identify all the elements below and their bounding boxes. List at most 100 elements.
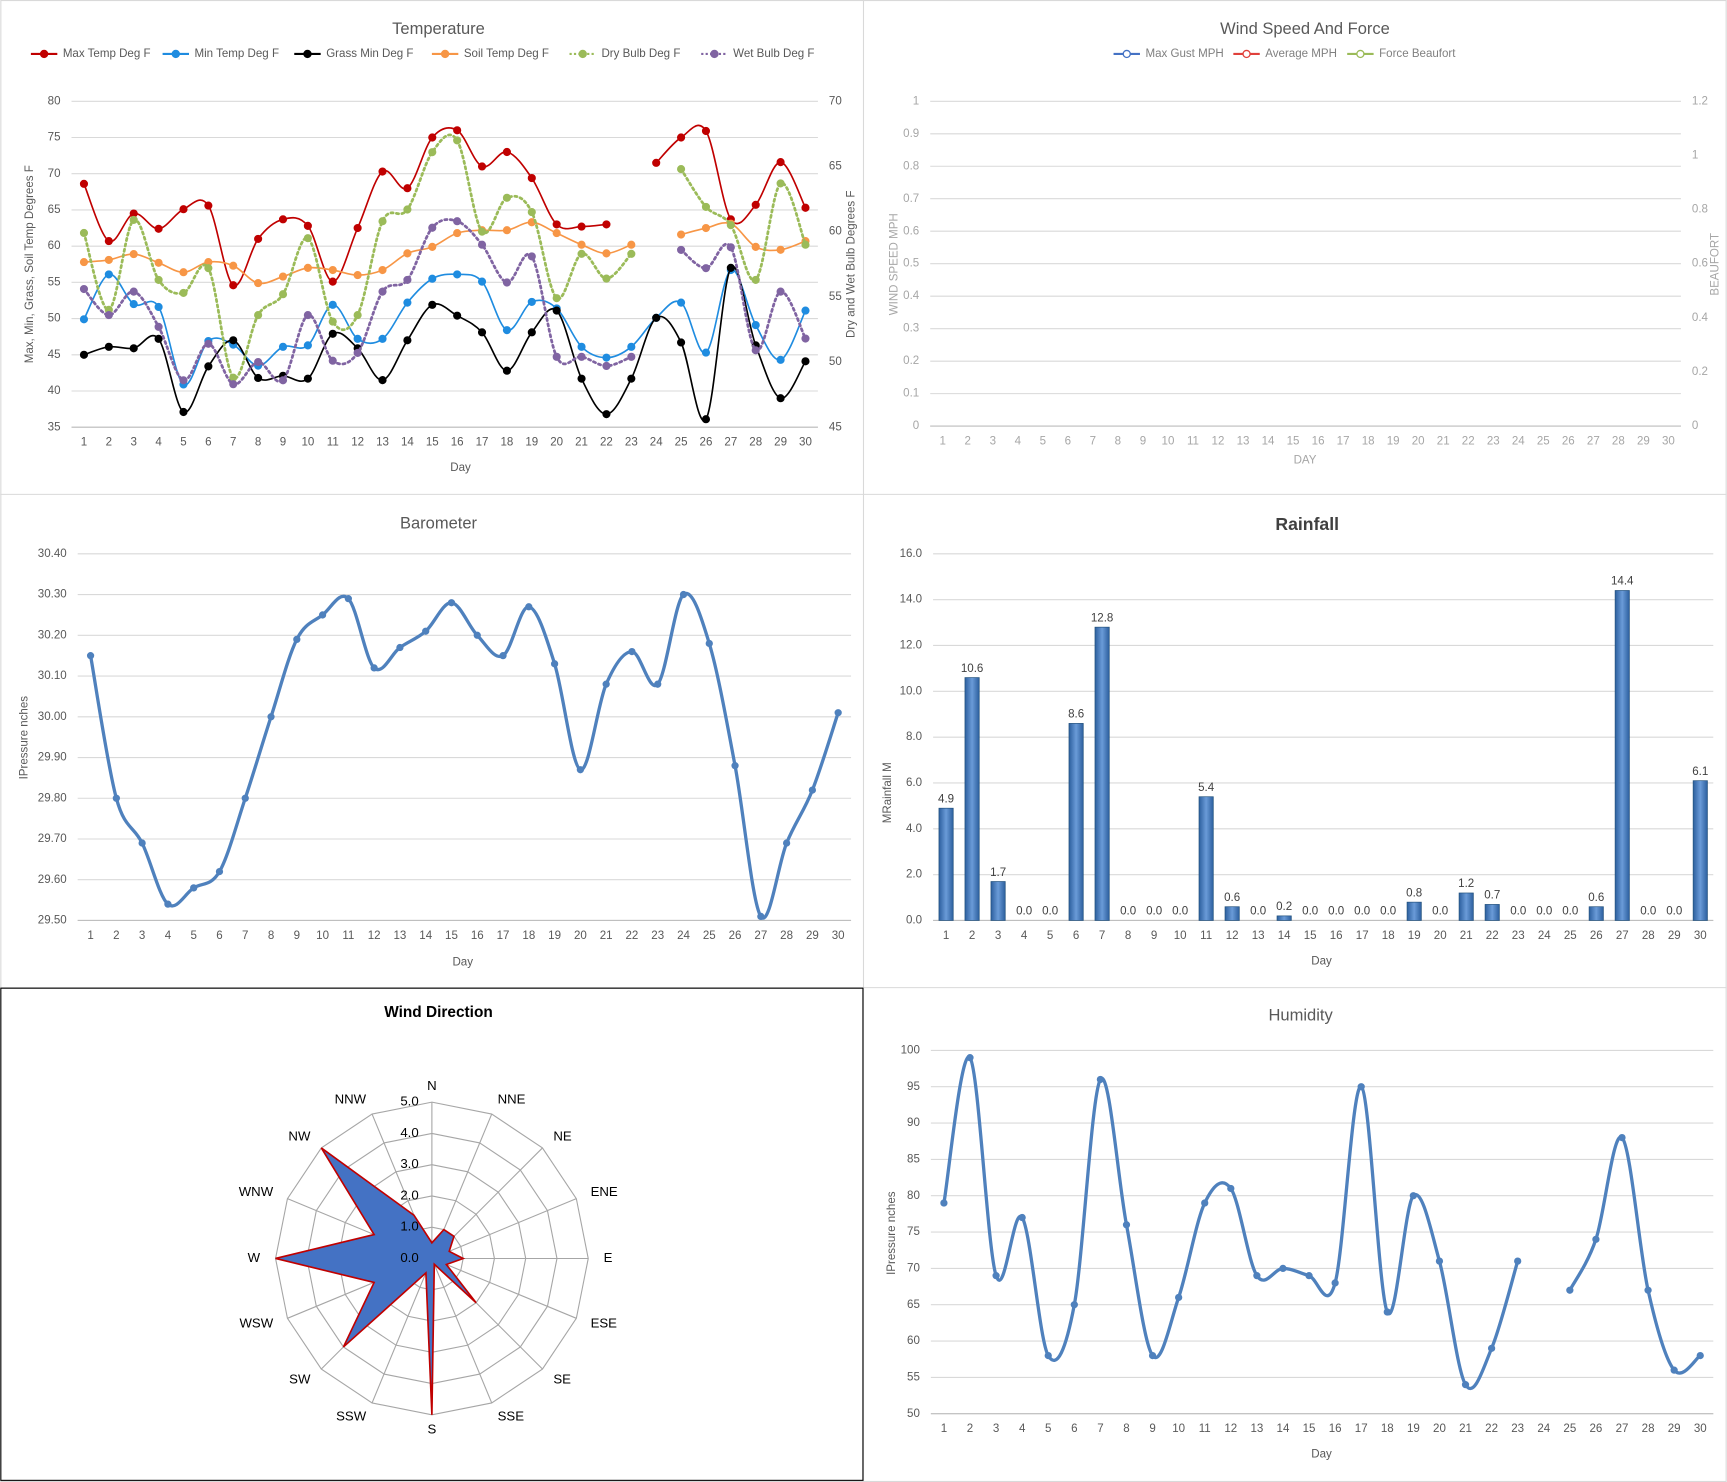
data-point bbox=[992, 1272, 1000, 1280]
data-point bbox=[477, 328, 487, 337]
x-tick-label: 21 bbox=[1460, 930, 1473, 942]
legend-label: Min Temp Deg F bbox=[195, 48, 279, 60]
direction-label: SSW bbox=[336, 1409, 367, 1424]
x-tick-label: 16 bbox=[451, 437, 464, 449]
data-point bbox=[1331, 1279, 1339, 1287]
x-tick-label: 30 bbox=[1694, 1423, 1707, 1435]
y-tick-label: 100 bbox=[901, 1044, 920, 1056]
data-point bbox=[801, 306, 810, 315]
y-tick-label: 50 bbox=[48, 313, 61, 325]
x-tick-label: 8 bbox=[1125, 930, 1131, 942]
data-point bbox=[204, 362, 213, 371]
data-point bbox=[154, 334, 163, 343]
y-tick-label: 10.0 bbox=[900, 685, 922, 697]
x-tick-label: 26 bbox=[1590, 1423, 1603, 1435]
data-point bbox=[550, 660, 559, 668]
x-tick-label: 1 bbox=[87, 930, 93, 942]
data-point bbox=[428, 148, 437, 157]
x-tick-label: 22 bbox=[1485, 1423, 1498, 1435]
data-label: 0.0 bbox=[1328, 906, 1344, 918]
x-axis-label: Day bbox=[452, 956, 473, 968]
y-tick-label: 55 bbox=[48, 276, 61, 288]
data-point bbox=[403, 249, 412, 258]
data-point bbox=[751, 242, 760, 251]
x-tick-label: 24 bbox=[1537, 1423, 1550, 1435]
x-tick-label: 7 bbox=[230, 437, 236, 449]
y2-tick-label: 0 bbox=[1692, 420, 1698, 432]
data-point bbox=[86, 652, 95, 660]
y-tick-label: 0.4 bbox=[903, 290, 920, 302]
data-point bbox=[502, 226, 511, 235]
data-point bbox=[104, 237, 113, 246]
x-tick-label: 5 bbox=[1047, 930, 1053, 942]
data-point bbox=[129, 287, 138, 296]
data-point bbox=[278, 215, 288, 224]
data-point bbox=[527, 173, 536, 183]
data-point bbox=[701, 126, 711, 136]
data-point bbox=[293, 635, 301, 644]
y-tick-label: 70 bbox=[907, 1262, 920, 1274]
x-tick-label: 18 bbox=[500, 437, 513, 449]
data-point bbox=[254, 279, 263, 288]
x-tick-label: 4 bbox=[1019, 1423, 1026, 1435]
radial-tick-label: 4.0 bbox=[400, 1125, 418, 1140]
data-point bbox=[527, 252, 536, 261]
x-tick-label: 19 bbox=[525, 437, 538, 449]
x-tick-label: 14 bbox=[1277, 1423, 1290, 1435]
y-tick-label: 12.0 bbox=[900, 640, 922, 652]
data-point bbox=[353, 348, 362, 357]
data-point bbox=[328, 356, 337, 365]
data-point bbox=[1592, 1235, 1600, 1243]
data-point bbox=[1305, 1272, 1313, 1280]
direction-label: WNW bbox=[239, 1184, 274, 1199]
data-label: 8.6 bbox=[1068, 709, 1084, 721]
x-tick-label: 20 bbox=[574, 930, 587, 942]
data-point bbox=[179, 407, 188, 417]
x-tick-label: 8 bbox=[1115, 436, 1121, 448]
data-point bbox=[602, 353, 611, 362]
direction-label: N bbox=[427, 1078, 437, 1093]
radial-tick-label: 5.0 bbox=[400, 1094, 418, 1109]
data-point bbox=[477, 277, 487, 286]
legend-label: Dry Bulb Deg F bbox=[601, 48, 680, 60]
direction-label: NNW bbox=[335, 1091, 367, 1106]
data-point bbox=[378, 265, 387, 275]
data-point bbox=[834, 709, 842, 717]
legend-marker bbox=[710, 49, 719, 59]
data-point bbox=[370, 664, 378, 672]
x-tick-label: 8 bbox=[255, 437, 261, 449]
x-tick-label: 11 bbox=[342, 930, 354, 942]
y-axis-label: IPressure nches bbox=[19, 696, 31, 780]
legend-label: Soil Temp Deg F bbox=[464, 48, 549, 60]
data-point bbox=[1227, 1184, 1235, 1193]
x-tick-label: 26 bbox=[729, 930, 742, 942]
data-point bbox=[552, 294, 561, 303]
data-point bbox=[525, 603, 533, 611]
x-tick-label: 24 bbox=[677, 930, 690, 942]
x-tick-label: 6 bbox=[1065, 436, 1071, 448]
x-tick-label: 8 bbox=[268, 930, 274, 942]
x-tick-label: 27 bbox=[754, 930, 767, 942]
data-point bbox=[378, 287, 387, 296]
x-tick-label: 4 bbox=[165, 930, 172, 942]
spoke bbox=[431, 1257, 577, 1319]
data-label: 0.0 bbox=[1432, 906, 1448, 918]
legend-marker bbox=[1242, 49, 1251, 59]
x-tick-label: 28 bbox=[1612, 436, 1625, 448]
x-tick-label: 23 bbox=[1512, 930, 1525, 942]
y-tick-label: 65 bbox=[48, 204, 61, 216]
data-point bbox=[1435, 1257, 1444, 1265]
direction-label: WSW bbox=[239, 1316, 273, 1331]
data-point bbox=[652, 158, 661, 167]
data-label: 0.0 bbox=[1172, 906, 1188, 918]
data-point bbox=[303, 374, 312, 383]
data-point bbox=[502, 326, 511, 335]
data-point bbox=[1409, 1192, 1417, 1200]
data-point bbox=[701, 264, 711, 273]
data-point bbox=[1018, 1213, 1026, 1222]
data-point bbox=[453, 136, 462, 145]
data-point bbox=[104, 311, 113, 320]
data-point bbox=[1383, 1308, 1391, 1316]
data-point bbox=[677, 133, 686, 142]
y-tick-label: 35 bbox=[48, 421, 61, 433]
